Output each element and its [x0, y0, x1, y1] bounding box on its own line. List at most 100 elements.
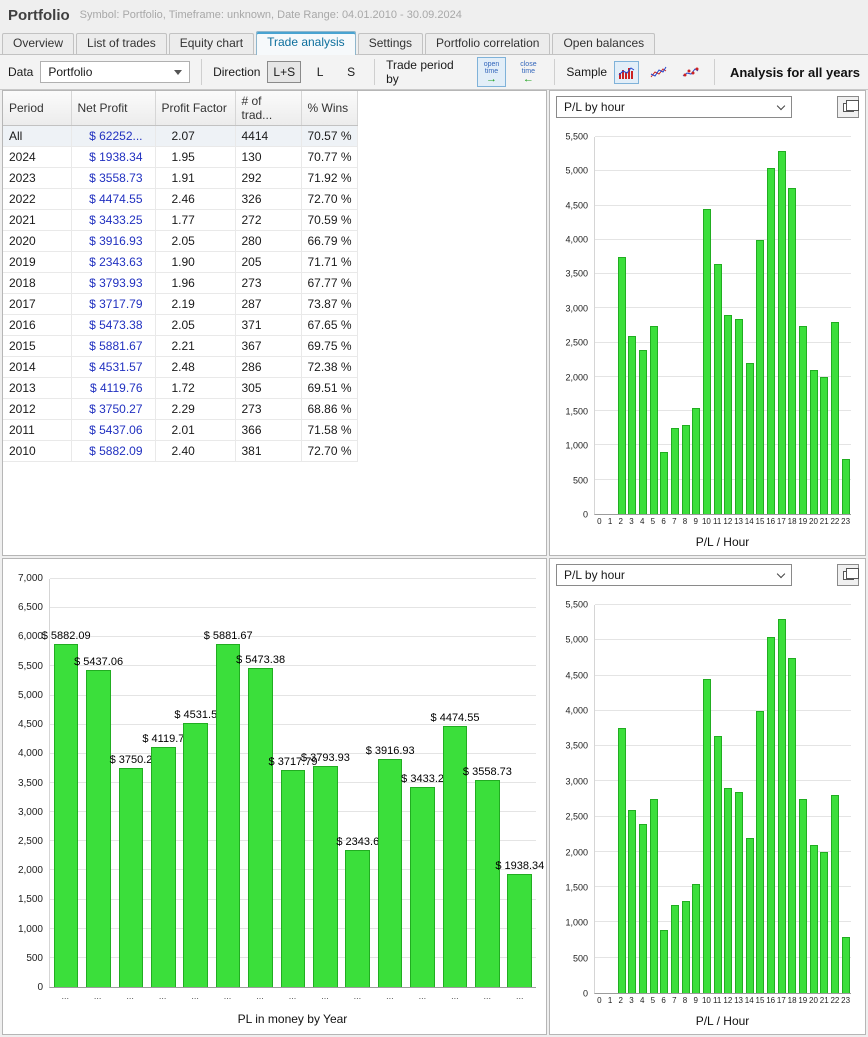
analysis-scope-label: Analysis for all years — [729, 64, 861, 80]
table-cell: 2013 — [3, 377, 72, 399]
table-row[interactable]: 2023 $ 3558.73 1.91 292 71.92 % — [3, 167, 358, 189]
table-row[interactable]: 2014 $ 4531.57 2.48 286 72.38 % — [3, 356, 358, 378]
table-cell: 2016 — [3, 314, 72, 336]
chart-type-select[interactable]: P/L by hour — [556, 96, 792, 118]
chart-bar — [830, 322, 840, 514]
column-header-num-trades[interactable]: # of trad... — [235, 91, 302, 126]
direction-long-button[interactable]: L — [316, 65, 324, 79]
x-tick-label: 6 — [661, 517, 666, 526]
table-cell: 305 — [235, 377, 302, 399]
copy-chart-button[interactable] — [837, 564, 859, 586]
table-cell: 367 — [235, 335, 302, 357]
tab-settings[interactable]: Settings — [357, 33, 424, 54]
copy-chart-icon — [842, 567, 859, 580]
y-tick-label: 3,000 — [565, 303, 588, 314]
chart-bar — [745, 363, 754, 514]
chart-bar — [830, 795, 840, 993]
tab-portfolio-correlation[interactable]: Portfolio correlation — [425, 33, 551, 54]
table-row[interactable]: 2012 $ 3750.27 2.29 273 68.86 % — [3, 398, 358, 420]
table-row[interactable]: 2024 $ 1938.34 1.95 130 70.77 % — [3, 146, 358, 168]
chart-bar — [118, 768, 144, 987]
x-tick-label: 18 — [787, 996, 797, 1005]
table-row[interactable]: 2010 $ 5882.09 2.40 381 72.70 % — [3, 440, 358, 462]
x-tick-label: 5 — [650, 517, 656, 526]
table-row[interactable]: All $ 62252... 2.07 4414 70.57 % — [3, 125, 358, 147]
table-cell: 70.59 % — [301, 209, 358, 231]
x-tick-label: 7 — [672, 996, 677, 1005]
direction-long-short-button[interactable]: L+S — [267, 61, 302, 83]
x-axis-title: PL in money by Year — [237, 1012, 348, 1026]
table-cell: 71.71 % — [301, 251, 358, 273]
x-tick-label: 16 — [766, 517, 776, 526]
green-arrow-left-icon: ← — [522, 72, 534, 85]
open-time-button[interactable]: open time → — [476, 57, 507, 87]
y-axis: 5,500 5,000 4,500 4,000 3,500 3,000 2,500 2,000… — [550, 132, 591, 519]
tab-open-balances[interactable]: Open balances — [552, 33, 656, 54]
table-row[interactable]: 2021 $ 3433.25 1.77 272 70.59 % — [3, 209, 358, 231]
chart-type-select[interactable]: P/L by hour — [556, 564, 792, 586]
chart-bar — [841, 936, 850, 993]
table-cell: $ 3433.25 — [71, 209, 156, 231]
tab-list-of-trades[interactable]: List of trades — [76, 33, 167, 54]
x-tick-label: 11 — [712, 517, 722, 526]
table-row[interactable]: 2022 $ 4474.55 2.46 326 72.70 % — [3, 188, 358, 210]
x-tick-label: 2 — [618, 517, 623, 526]
table-cell: $ 62252... — [71, 125, 156, 147]
column-header-pct-wins[interactable]: % Wins — [301, 91, 358, 126]
tab-overview[interactable]: Overview — [2, 33, 75, 54]
column-header-profit-factor[interactable]: Profit Factor — [155, 91, 236, 126]
chart-bar — [53, 644, 79, 987]
table-cell: $ 3750.27 — [71, 398, 156, 420]
column-header-period[interactable]: Period — [3, 91, 72, 126]
close-time-button[interactable]: close time ← — [513, 57, 543, 87]
tab-trade-analysis[interactable]: Trade analysis — [256, 31, 356, 55]
table-row[interactable]: 2018 $ 3793.93 1.96 273 67.77 % — [3, 272, 358, 294]
table-row[interactable]: 2020 $ 3916.93 2.05 280 66.79 % — [3, 230, 358, 252]
table-cell: 287 — [235, 293, 302, 315]
table-row[interactable]: 2016 $ 5473.38 2.05 371 67.65 % — [3, 314, 358, 336]
chart-bar — [713, 263, 722, 514]
x-tick-label: ... — [321, 991, 329, 1001]
table-cell: 286 — [235, 356, 302, 378]
sample-scatter-chart-button[interactable] — [678, 61, 703, 84]
table-row[interactable]: 2011 $ 5437.06 2.01 366 71.58 % — [3, 419, 358, 441]
page-title: Portfolio — [8, 6, 70, 24]
table-cell: $ 4119.76 — [71, 377, 156, 399]
tab-equity-chart[interactable]: Equity chart — [168, 33, 255, 54]
x-tick-label: 11 — [712, 996, 722, 1005]
table-cell: 280 — [235, 230, 302, 252]
x-tick-label: 2 — [618, 996, 623, 1005]
table-row[interactable]: 2019 $ 2343.63 1.90 205 71.71 % — [3, 251, 358, 273]
pl-by-hour-chart: 5,500 5,000 4,500 4,000 3,500 3,000 2,500 2,000… — [550, 591, 865, 1034]
chart-bar — [724, 788, 733, 993]
table-row[interactable]: 2013 $ 4119.76 1.72 305 69.51 % — [3, 377, 358, 399]
bar-chart-icon — [618, 66, 635, 79]
table-cell: 72.70 % — [301, 440, 358, 462]
table-row[interactable]: 2017 $ 3717.79 2.19 287 73.87 % — [3, 293, 358, 315]
chart-type-select-value: P/L by hour — [564, 568, 625, 582]
sample-bar-chart-button[interactable] — [614, 60, 640, 84]
pl-by-hour-panel-top: P/L by hour 5,500 5,000 4,500 4,000 3,500 3,0… — [549, 90, 866, 556]
sample-line-chart-button[interactable] — [646, 61, 671, 84]
direction-short-button[interactable]: S — [347, 65, 356, 79]
column-header-net-profit[interactable]: Net Profit — [71, 91, 156, 126]
copy-chart-button[interactable] — [837, 96, 859, 118]
table-cell: 70.57 % — [301, 125, 358, 147]
toolbar: Data Portfolio Direction L+S L S Trade p… — [0, 55, 868, 90]
x-tick-label: ... — [418, 991, 427, 1001]
chart-bar — [617, 728, 626, 993]
x-tick-label: 4 — [639, 517, 645, 526]
x-tick-label: 17 — [776, 996, 786, 1005]
x-tick-label: 9 — [693, 517, 698, 526]
x-tick-label: 4 — [639, 996, 645, 1005]
y-tick-label: 1,500 — [565, 406, 588, 417]
bar-value-label: $ 4119.7 — [142, 732, 185, 745]
table-row[interactable]: 2015 $ 5881.67 2.21 367 69.75 % — [3, 335, 358, 357]
table-cell: 326 — [235, 188, 302, 210]
table-cell: 292 — [235, 167, 302, 189]
data-combo[interactable]: Portfolio — [40, 61, 191, 83]
table-cell: 4414 — [235, 125, 302, 147]
chart-bar — [681, 901, 690, 993]
chart-bar — [628, 809, 637, 993]
bar-value-label: $ 4531.5 — [174, 708, 218, 721]
